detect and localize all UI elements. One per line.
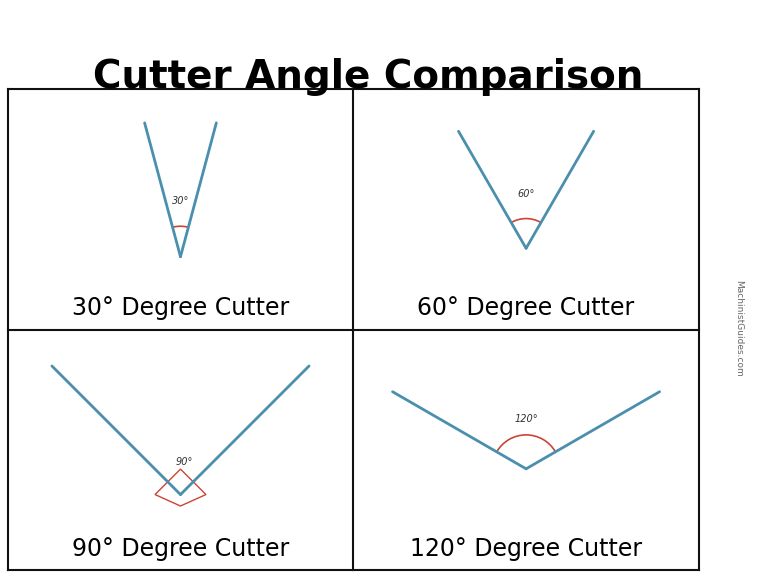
Text: 90° Degree Cutter: 90° Degree Cutter (72, 537, 289, 560)
Text: 90°: 90° (175, 457, 193, 467)
Text: 60° Degree Cutter: 60° Degree Cutter (418, 296, 634, 320)
Text: 120°: 120° (515, 415, 538, 425)
Text: MachinistGuides.com: MachinistGuides.com (734, 280, 743, 377)
Text: 120° Degree Cutter: 120° Degree Cutter (410, 537, 642, 560)
Text: 30°: 30° (172, 196, 189, 206)
Text: Cutter Angle Comparison: Cutter Angle Comparison (94, 58, 644, 96)
Text: 30° Degree Cutter: 30° Degree Cutter (72, 296, 289, 320)
Text: 60°: 60° (518, 190, 535, 199)
